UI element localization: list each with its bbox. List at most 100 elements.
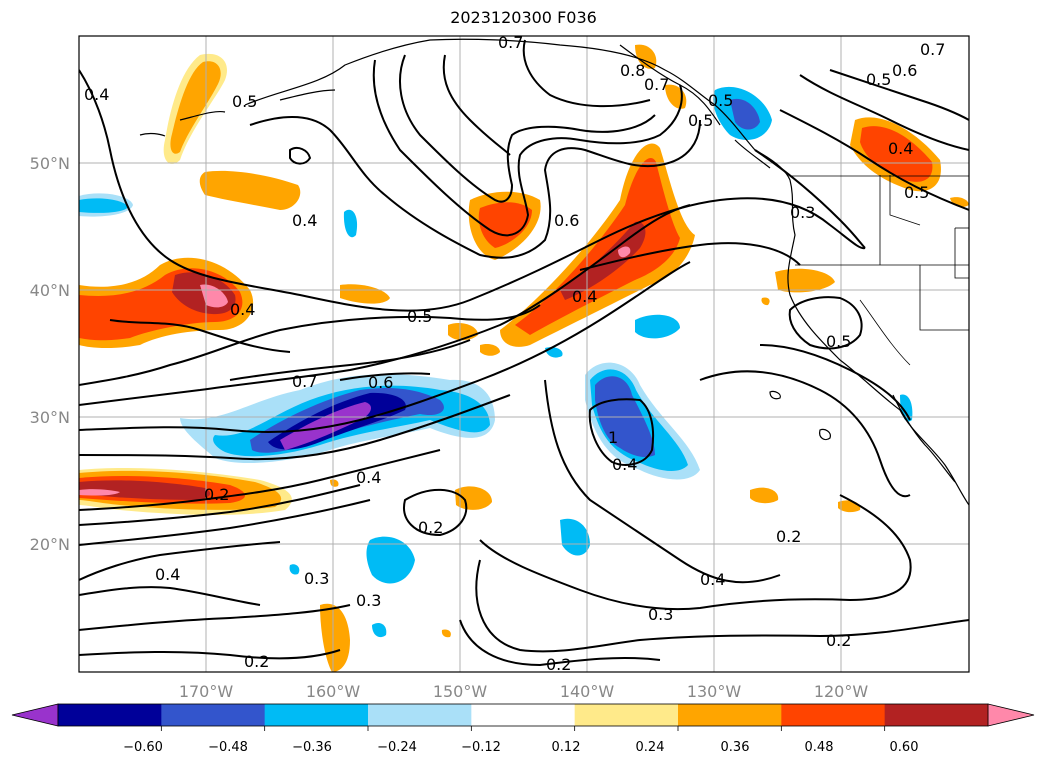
contour-label: 0.5 — [708, 91, 733, 110]
colorbar-tick-label: 0.36 — [721, 740, 750, 755]
lon-label-150w: 150°W — [433, 682, 488, 701]
shade-positive — [199, 170, 301, 210]
lon-label-130w: 130°W — [687, 682, 742, 701]
contour-label: 0.3 — [790, 203, 815, 222]
contour-label: 0.4 — [84, 85, 109, 104]
shade-negative — [372, 623, 387, 638]
contour-label: 0.3 — [304, 569, 329, 588]
contour-label: 0.4 — [612, 455, 637, 474]
contour-label: 0.7 — [292, 372, 317, 391]
contour-label: 0.2 — [776, 527, 801, 546]
colorbar-extend-high — [987, 703, 1035, 727]
contour-label: 0.2 — [546, 655, 571, 674]
contour-label: 0.4 — [888, 139, 913, 158]
lat-label-20n: 20°N — [30, 535, 70, 554]
lon-label-120w: 120°W — [814, 682, 869, 701]
contour-label: 0.6 — [554, 211, 579, 230]
contour-label: 0.2 — [826, 631, 851, 650]
contour-label: 0.5 — [866, 70, 891, 89]
colorbar-tick-label: −0.36 — [292, 740, 332, 755]
shade-positive — [480, 343, 500, 356]
contour-label: 0.7 — [920, 40, 945, 59]
contour-labels: 0.7 0.4 0.5 0.8 0.7 0.6 0.5 0.4 0.6 0.4 … — [84, 33, 945, 674]
colorbar-tick-label: 0.12 — [552, 740, 581, 755]
colorbar-tick-label: 0.48 — [805, 740, 834, 755]
colorbar-segment — [161, 704, 266, 726]
lon-label-170w: 170°W — [179, 682, 234, 701]
shade-positive — [79, 480, 211, 500]
contour-label: 0.8 — [620, 61, 645, 80]
colorbar-segment — [574, 704, 679, 726]
shade-negative — [560, 518, 590, 556]
shade-positive — [618, 246, 631, 258]
colorbar-segment — [471, 704, 576, 726]
contour-label: 0.5 — [904, 183, 929, 202]
colorbar-segment — [58, 704, 162, 726]
shade-positive — [775, 268, 835, 293]
shade-positive — [455, 486, 492, 510]
shade-positive — [330, 479, 339, 487]
shade-negative — [289, 564, 300, 575]
lat-label-50n: 50°N — [30, 154, 70, 173]
shade-positive — [860, 126, 933, 182]
colorbar: −0.60 −0.48 −0.36 −0.24 −0.12 0.12 0.24 … — [11, 703, 1035, 755]
shade-positive — [441, 629, 451, 638]
shade-positive — [761, 297, 770, 306]
colorbar-segment — [678, 704, 782, 726]
shade-negative — [635, 314, 680, 339]
map-frame — [78, 35, 970, 673]
colorbar-segment — [781, 704, 886, 726]
contour-label: 0.2 — [418, 518, 443, 537]
contour-label: 0.4 — [292, 211, 317, 230]
colorbar-tick-label: −0.60 — [123, 740, 163, 755]
contour-label: 0.2 — [204, 485, 229, 504]
shade-negative — [730, 98, 760, 130]
map-area — [79, 36, 969, 672]
colorbar-segment — [884, 704, 989, 726]
contour-label: 0.4 — [356, 468, 381, 487]
shade-positive — [170, 61, 221, 154]
colorbar-outline — [57, 703, 989, 727]
contour-label: 0.2 — [244, 652, 269, 671]
shade-positive — [343, 209, 358, 238]
colorbar-tick-label: −0.24 — [377, 740, 417, 755]
shade-positive — [320, 603, 350, 672]
contour-label: 0.5 — [688, 111, 713, 130]
contour-label: 0.7 — [644, 75, 669, 94]
contour-label: 0.4 — [230, 300, 255, 319]
longitude-labels: 170°W 160°W 150°W 140°W 130°W 120°W — [179, 682, 869, 701]
colorbar-extend-low — [11, 703, 59, 727]
shade-positive — [79, 489, 120, 496]
colorbar-tick-label: −0.48 — [208, 740, 248, 755]
map-title: 2023120300 F036 — [450, 8, 597, 27]
latitude-labels: 50°N 40°N 30°N 20°N — [30, 154, 70, 554]
contour-label: 1 — [608, 428, 618, 447]
contour-label: 0.3 — [356, 591, 381, 610]
colorbar-tick-label: −0.12 — [461, 740, 501, 755]
shade-negative — [280, 402, 372, 450]
shaded-fields — [79, 44, 969, 672]
contour-label: 0.5 — [826, 332, 851, 351]
contour-label: 0.4 — [700, 570, 725, 589]
contour-label: 0.6 — [892, 61, 917, 80]
contour-label: 0.7 — [498, 33, 523, 52]
contour-label: 0.4 — [572, 287, 597, 306]
lon-label-140w: 140°W — [560, 682, 615, 701]
lat-label-30n: 30°N — [30, 408, 70, 427]
contour-label: 0.5 — [407, 307, 432, 326]
shade-positive — [750, 487, 779, 504]
colorbar-tick-label: 0.24 — [636, 740, 665, 755]
shade-positive — [340, 284, 390, 304]
shade-negative — [366, 536, 415, 584]
lon-label-160w: 160°W — [306, 682, 361, 701]
contour-label: 0.6 — [368, 373, 393, 392]
colorbar-segment — [264, 704, 369, 726]
colorbar-segment — [368, 704, 472, 726]
contour-label: 0.4 — [155, 565, 180, 584]
contour-label: 0.5 — [232, 92, 257, 111]
shade-positive — [478, 202, 532, 248]
contour-label: 0.3 — [648, 605, 673, 624]
contour-lines — [79, 39, 969, 667]
shade-negative — [79, 198, 128, 213]
